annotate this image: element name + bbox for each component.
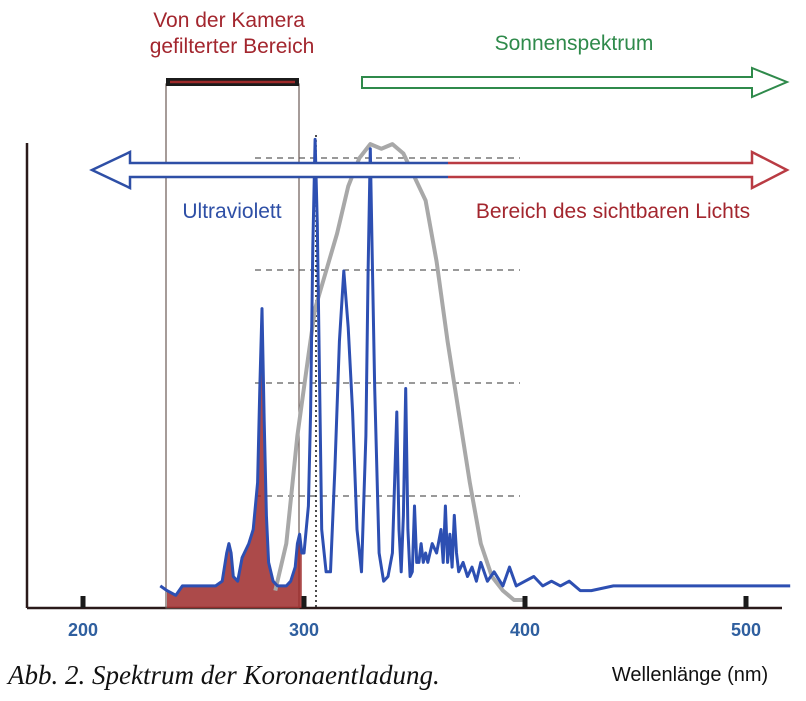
solar-spectrum-label: Sonnenspektrum: [495, 32, 654, 55]
x-tick-label: 200: [68, 620, 98, 640]
camera-range-label: Von der Kamera gefilterter Bereich: [150, 9, 315, 58]
solar-spectrum-arrow: [361, 66, 790, 99]
x-axis-label: Wellenlänge (nm): [612, 664, 768, 686]
x-tick-label: 300: [289, 620, 319, 640]
visible-arrow: [448, 149, 790, 191]
visible-range-label: Bereich des sichtbaren Lichts: [476, 200, 750, 223]
uv-arrow: [89, 150, 448, 190]
x-ticks: 200 300 400 500: [68, 596, 761, 640]
solar-spectrum-line: [273, 142, 525, 602]
corona-spectrum-line: [159, 137, 791, 597]
ultraviolet-label: Ultraviolett: [182, 200, 281, 223]
x-tick-label: 400: [510, 620, 540, 640]
figure-caption: Abb. 2. Spektrum der Koronaentladung.: [6, 660, 440, 690]
x-tick-label: 500: [731, 620, 761, 640]
